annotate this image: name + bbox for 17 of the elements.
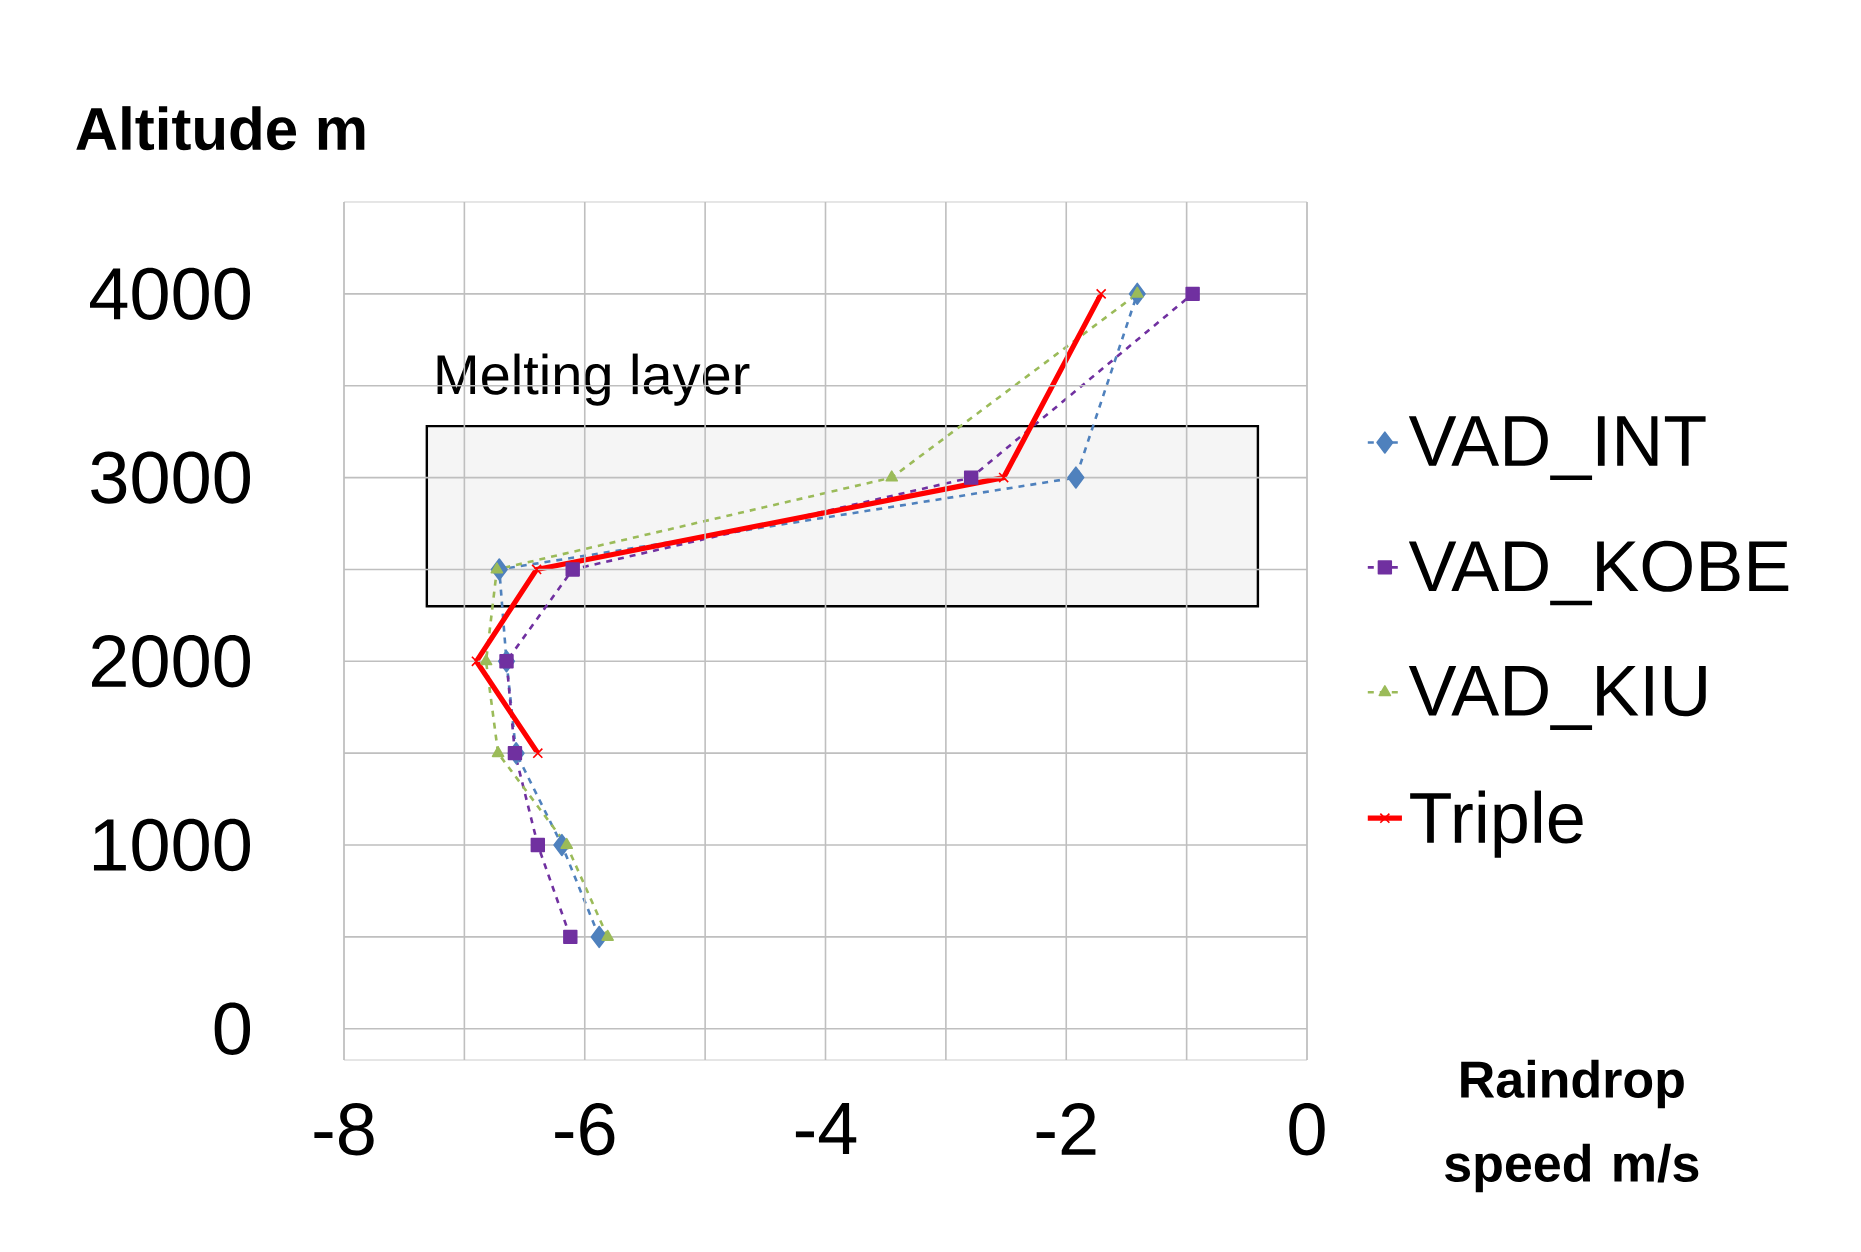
x-axis-title: Raindrop speed m/s [1445, 1059, 1699, 1193]
x-tick-label: -8 [314, 1103, 374, 1156]
y-tick-label: 4000 [90, 267, 251, 321]
x-tick-label: -4 [795, 1103, 857, 1154]
legend-label: VAD_KIU [1408, 666, 1706, 730]
y-tick-label: 2000 [92, 635, 251, 688]
legend-label: VAD_INT [1408, 416, 1706, 481]
x-tick-label: -2 [1036, 1103, 1096, 1155]
y-tick-label: 1000 [93, 818, 251, 872]
band-label: Melting layer [437, 353, 750, 406]
y-tick-label: 3000 [91, 451, 251, 504]
x-tick-label: -6 [555, 1103, 615, 1156]
legend-label: VAD_KOBE [1408, 540, 1789, 606]
y-tick-label: 0 [214, 1002, 251, 1055]
y-axis-title: Altitude m [76, 106, 365, 151]
legend-label: Triple [1410, 790, 1583, 858]
x-tick-label: 0 [1289, 1103, 1325, 1156]
